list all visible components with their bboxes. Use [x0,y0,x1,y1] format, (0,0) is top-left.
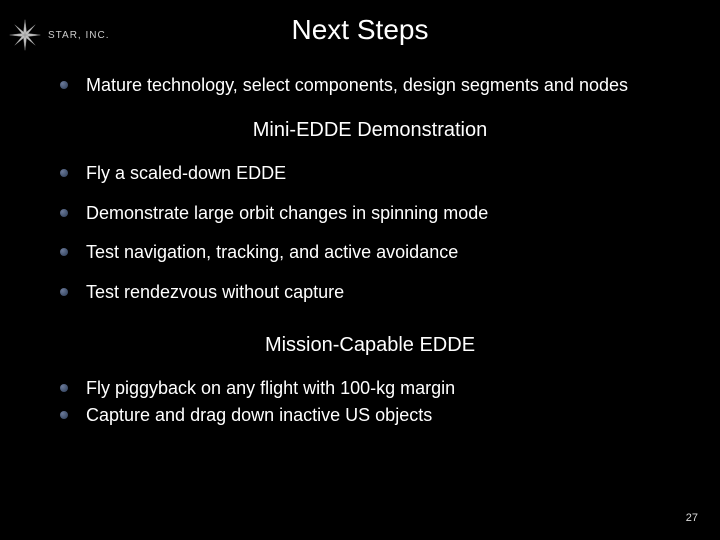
bullet-text: Test navigation, tracking, and active av… [86,241,458,264]
slide-content: Mature technology, select components, de… [0,74,720,428]
logo-text: STAR, INC. [48,30,109,41]
bullet-icon [60,288,68,296]
bullet-item: Fly a scaled-down EDDE [60,162,680,185]
bullet-group-2: Fly a scaled-down EDDE Demonstrate large… [60,162,680,304]
bullet-group-1: Mature technology, select components, de… [60,74,680,97]
bullet-text: Fly a scaled-down EDDE [86,162,286,185]
bullet-text: Capture and drag down inactive US object… [86,404,432,427]
subheader-2: Mission-Capable EDDE [60,334,680,357]
bullet-icon [60,169,68,177]
bullet-icon [60,384,68,392]
bullet-icon [60,248,68,256]
bullet-item: Mature technology, select components, de… [60,74,680,97]
bullet-group-3: Fly piggyback on any flight with 100-kg … [60,377,680,428]
bullet-item: Test navigation, tracking, and active av… [60,241,680,264]
bullet-item: Capture and drag down inactive US object… [60,404,680,427]
bullet-text: Fly piggyback on any flight with 100-kg … [86,377,455,400]
bullet-icon [60,209,68,217]
bullet-text: Mature technology, select components, de… [86,74,628,97]
bullet-text: Demonstrate large orbit changes in spinn… [86,202,488,225]
bullet-icon [60,411,68,419]
bullet-item: Fly piggyback on any flight with 100-kg … [60,377,680,400]
bullet-item: Demonstrate large orbit changes in spinn… [60,202,680,225]
page-number: 27 [686,512,698,524]
bullet-icon [60,81,68,89]
subheader-1: Mini-EDDE Demonstration [60,119,680,142]
bullet-item: Test rendezvous without capture [60,281,680,304]
logo: STAR, INC. [8,18,109,52]
bullet-text: Test rendezvous without capture [86,281,344,304]
star-icon [8,18,42,52]
